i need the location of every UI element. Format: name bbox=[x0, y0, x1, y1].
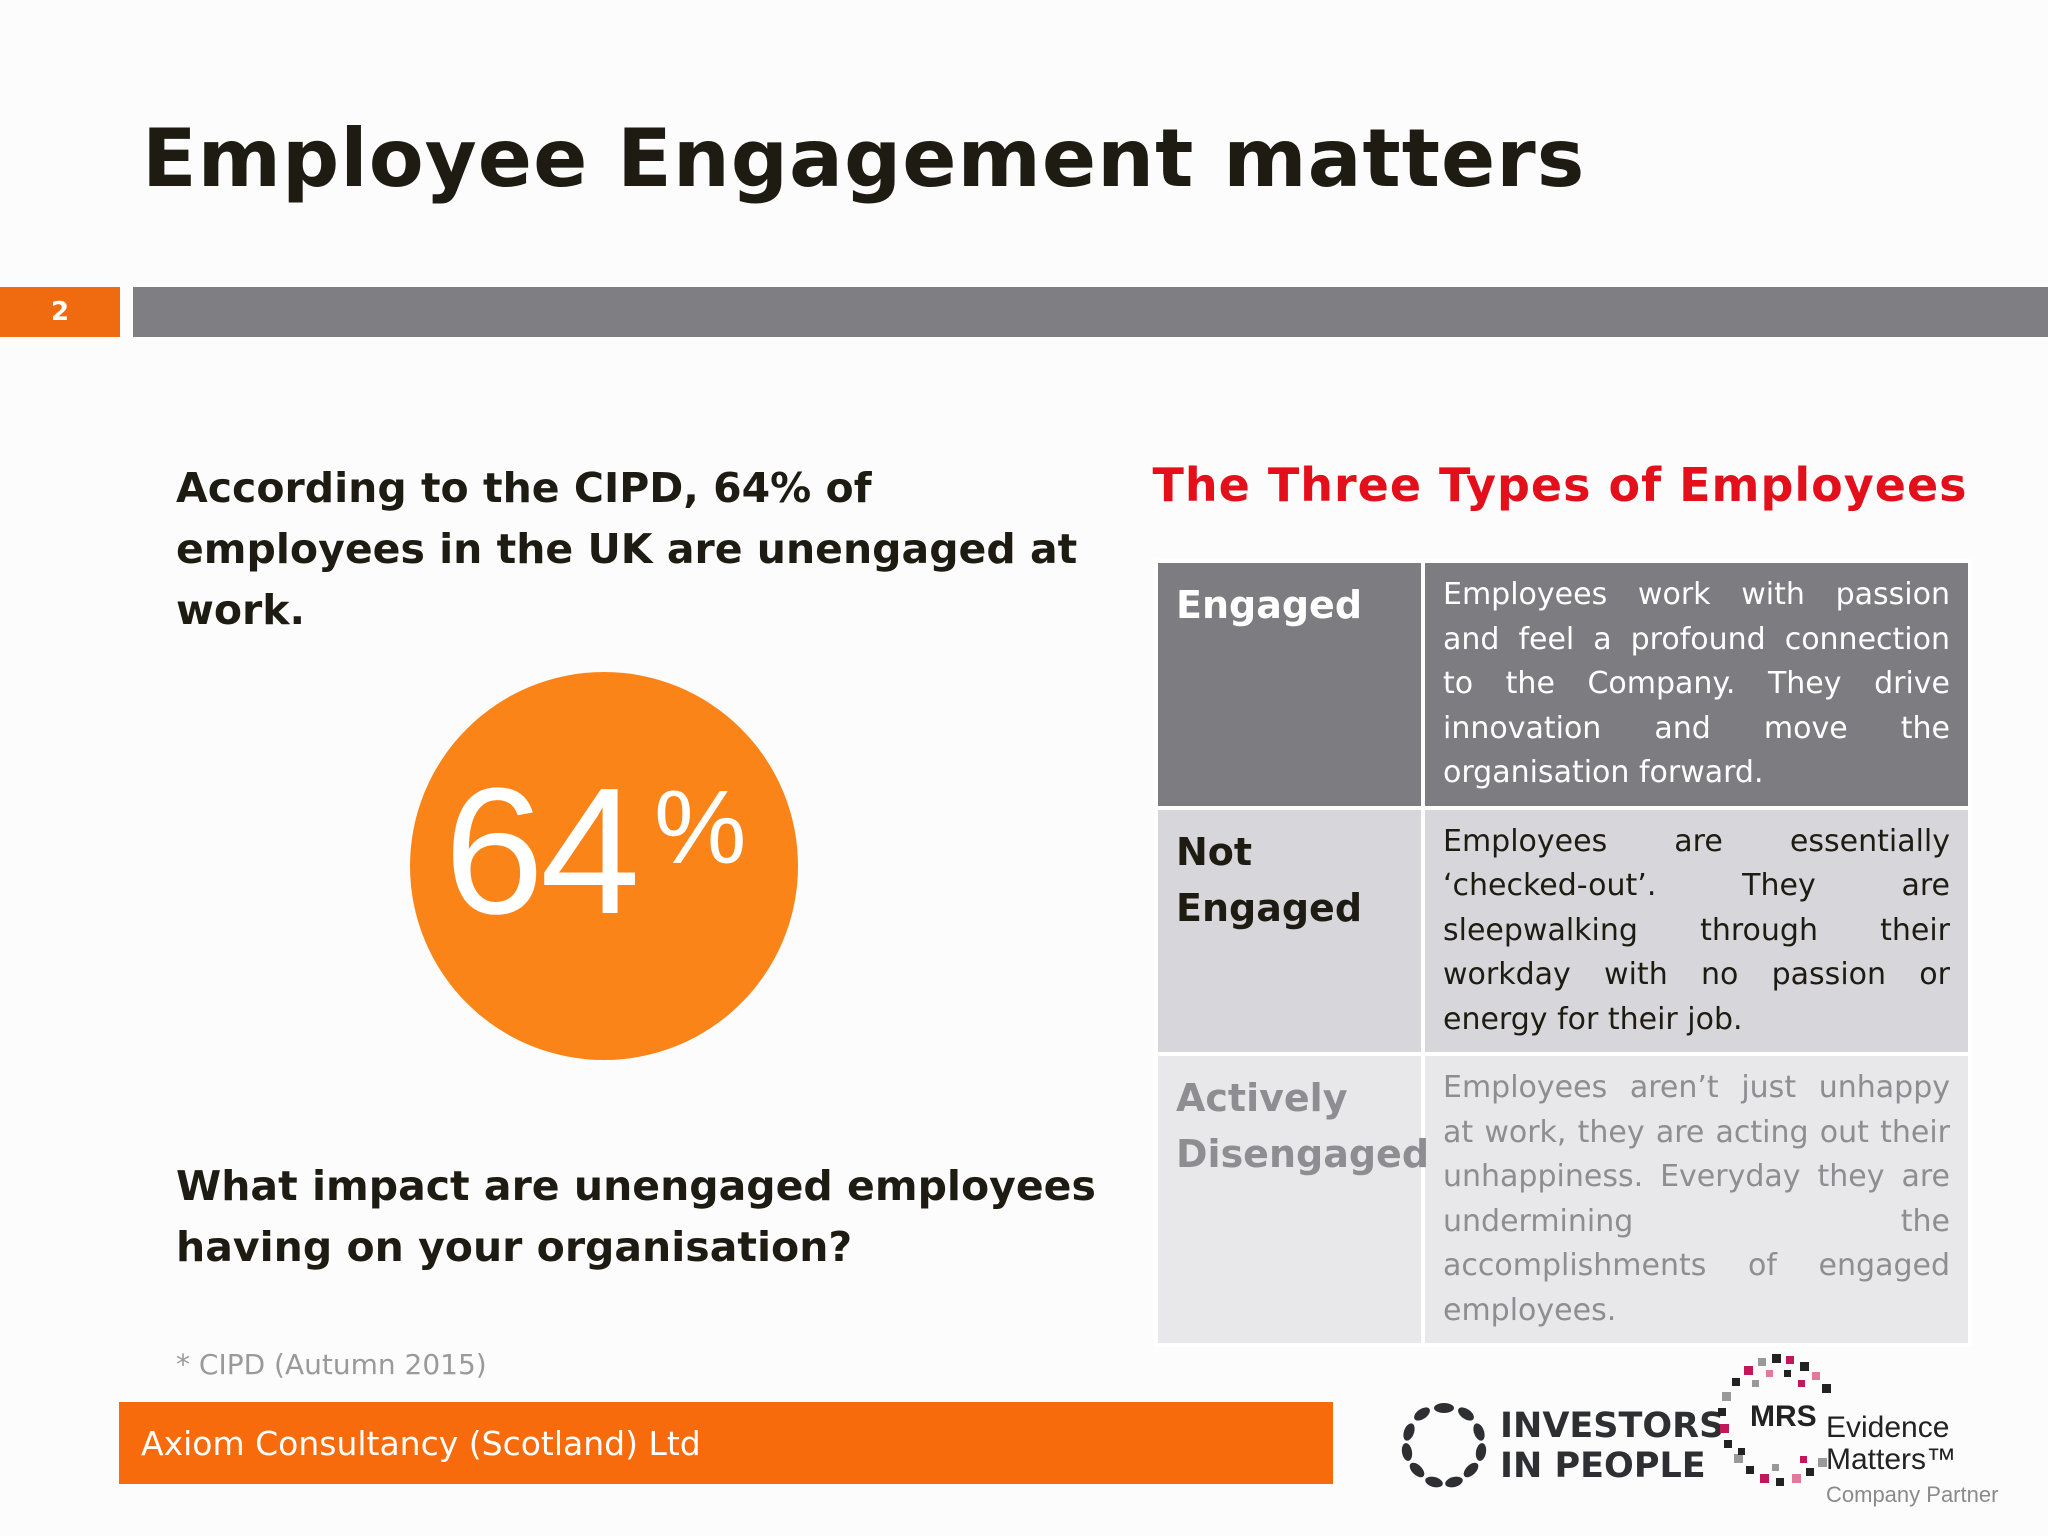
footer-bar: Axiom Consultancy (Scotland) Ltd bbox=[119, 1402, 1333, 1484]
iip-wordmark: INVESTORS IN PEOPLE bbox=[1500, 1406, 1724, 1486]
type-description: Employees work with passion and feel a p… bbox=[1421, 559, 1972, 810]
table-heading: The Three Types of Employees bbox=[1152, 458, 1968, 512]
slide-number: 2 bbox=[0, 287, 120, 337]
iip-line-2: IN PEOPLE bbox=[1500, 1446, 1706, 1486]
type-description: Employees are essentially ‘checked-out’.… bbox=[1421, 805, 1972, 1056]
company-name: Axiom Consultancy (Scotland) Ltd bbox=[141, 1423, 701, 1463]
badge-value: 64 bbox=[444, 751, 640, 952]
employee-types-table: Engaged Employees work with passion and … bbox=[1154, 559, 1972, 1347]
laurel-wreath-icon bbox=[1401, 1403, 1487, 1488]
table-row: Not Engaged Employees are essentially ‘c… bbox=[1154, 805, 1972, 1056]
table-row: Actively Disengaged Employees aren’t jus… bbox=[1154, 1052, 1972, 1347]
mrs-pixel-ring-icon bbox=[1718, 1354, 1831, 1486]
table-row: Engaged Employees work with passion and … bbox=[1154, 559, 1972, 810]
mrs-evidence-matters-logo: MRS Evidence Matters™ Company Partner bbox=[1714, 1352, 2014, 1512]
badge-unit: % bbox=[654, 770, 747, 886]
impact-question: What impact are unengaged employees havi… bbox=[176, 1162, 1096, 1271]
type-label: Not Engaged bbox=[1154, 805, 1425, 1056]
percentage-badge: 64 % bbox=[410, 672, 798, 1060]
source-footnote: * CIPD (Autumn 2015) bbox=[176, 1348, 487, 1381]
slide-title: Employee Engagement matters bbox=[142, 112, 1586, 205]
investors-in-people-logo: INVESTORS IN PEOPLE bbox=[1396, 1400, 1724, 1490]
statistic-statement: According to the CIPD, 64% of employees … bbox=[176, 464, 1078, 634]
mrs-line-2: Matters™ bbox=[1826, 1443, 1957, 1476]
type-description: Employees aren’t just unhappy at work, t… bbox=[1421, 1052, 1972, 1347]
mrs-line-1: Evidence bbox=[1826, 1411, 1950, 1444]
mrs-tagline: Evidence Matters™ bbox=[1826, 1412, 1956, 1476]
iip-line-1: INVESTORS bbox=[1500, 1406, 1725, 1446]
title-divider-bar bbox=[133, 287, 2048, 337]
mrs-wordmark: MRS bbox=[1750, 1400, 1817, 1433]
mrs-partner-label: Company Partner bbox=[1826, 1482, 1999, 1507]
type-label: Actively Disengaged bbox=[1154, 1052, 1429, 1347]
type-label: Engaged bbox=[1154, 559, 1425, 810]
